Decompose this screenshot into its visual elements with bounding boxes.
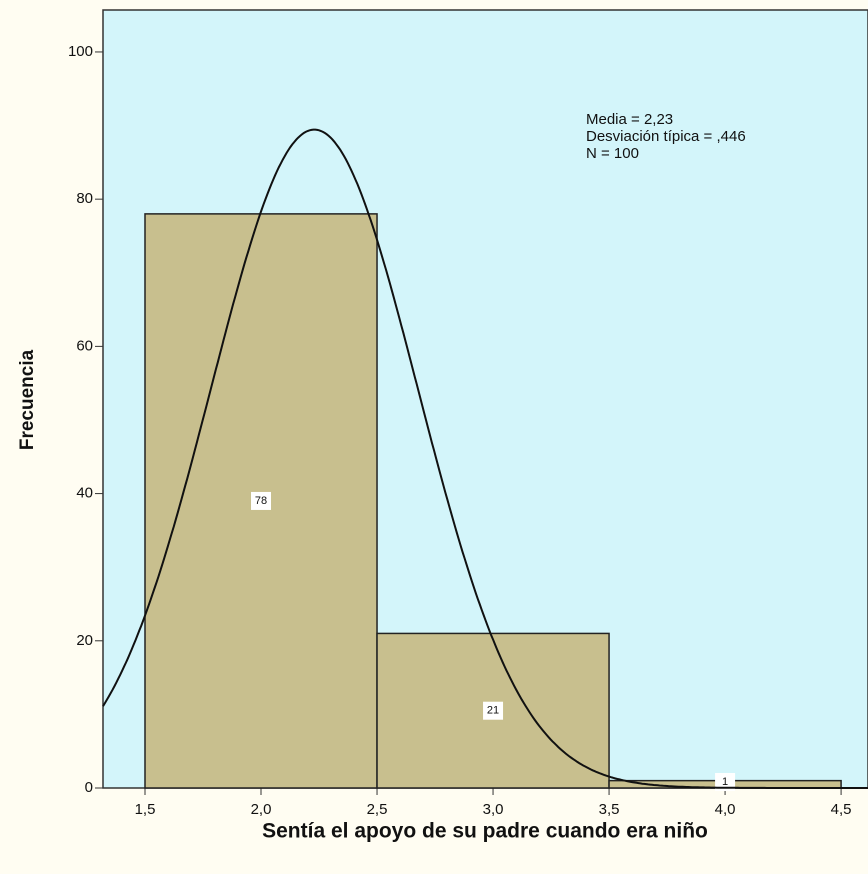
y-tick-label: 20 — [76, 632, 93, 649]
value-label: 78 — [255, 495, 267, 507]
y-tick-label: 80 — [76, 190, 93, 207]
x-tick-label: 4,5 — [831, 801, 852, 818]
value-label: 21 — [487, 705, 499, 717]
value-label: 1 — [722, 776, 728, 788]
chart: Frecuencia Sentía el apoyo de su padre c… — [0, 0, 868, 874]
annotation: Desviación típica = ,446 — [586, 128, 746, 145]
annotation: Media = 2,23 — [586, 111, 673, 128]
x-tick-label: 4,0 — [715, 801, 736, 818]
x-tick-label: 3,5 — [599, 801, 620, 818]
x-tick-label: 1,5 — [135, 801, 156, 818]
y-tick-label: 60 — [76, 337, 93, 354]
y-tick-label: 100 — [68, 43, 93, 60]
y-axis-label: Frecuencia — [17, 349, 38, 450]
annotation: N = 100 — [586, 145, 639, 162]
x-tick-label: 2,0 — [251, 801, 272, 818]
x-axis-label: Sentía el apoyo de su padre cuando era n… — [262, 820, 708, 843]
y-tick-label: 40 — [76, 485, 93, 502]
x-tick-label: 3,0 — [483, 801, 504, 818]
y-tick-label: 0 — [85, 779, 93, 796]
x-tick-label: 2,5 — [367, 801, 388, 818]
